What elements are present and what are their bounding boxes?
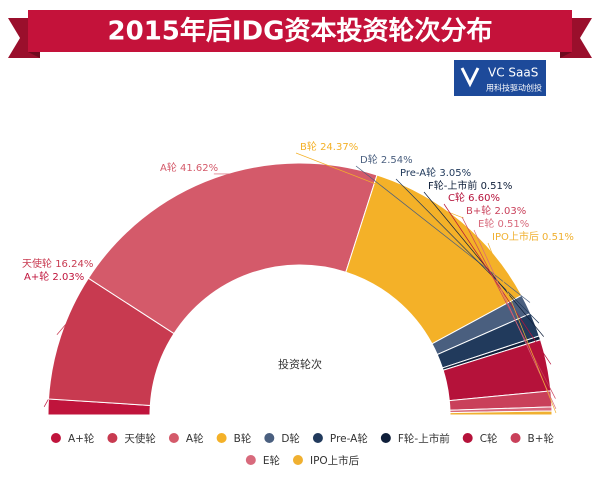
slice [87,162,378,335]
data-label: A+轮 2.03% [24,270,84,283]
data-label: D轮 2.54% [360,153,413,166]
data-label-category: B轮 [300,140,317,153]
legend-item: IPO上市后 [292,454,359,467]
leader-line [443,203,552,365]
data-label-value: 16.24% [55,259,93,270]
legend-item: B轮 [216,432,252,445]
data-label: B+轮 2.03% [466,204,526,217]
data-label-value: 2.03% [494,206,526,217]
leader-line [487,242,557,414]
legend-swatch [312,433,323,443]
data-label-category: 天使轮 [22,257,52,270]
legend-swatch [380,433,391,443]
legend-text: C轮 [480,432,498,445]
data-label-value: 41.62% [180,163,218,174]
data-label-category: C轮 [448,191,465,204]
data-label-value: 2.03% [52,272,84,283]
center-label: 投资轮次 [278,357,322,371]
legend-swatch [168,433,179,443]
data-label-category: A轮 [160,161,177,174]
logo-tagline: 用科技驱动创投 [486,83,542,93]
legend-text: A轮 [186,432,204,445]
data-label: C轮 6.60% [448,191,500,204]
chart-title: 2015年后IDG资本投资轮次分布 [108,16,493,47]
data-label: A轮 41.62% [160,161,218,174]
legend-item: E轮 [245,454,281,467]
data-label-category: D轮 [360,153,378,166]
slice [449,410,553,416]
data-label-category: A+轮 [24,270,49,283]
legend-swatch [264,433,275,443]
legend-text: 天使轮 [124,432,156,445]
data-label-category: IPO上市后 [492,230,539,243]
data-label: B轮 24.37% [300,140,358,153]
data-label-value: 0.51% [498,219,530,230]
legend-text: IPO上市后 [310,454,359,467]
legend-text: E轮 [263,454,281,467]
legend-item: A轮 [168,432,204,445]
logo: VC SaaS 用科技驱动创投 [454,60,546,96]
data-label-value: 3.05% [439,168,471,179]
data-label-value: 24.37% [320,142,358,153]
data-label-value: 6.60% [468,193,500,204]
logo-text: VC SaaS [488,66,538,80]
data-label: Pre-A轮 3.05% [400,166,471,179]
leader-line [355,165,531,303]
legend-text: A+轮 [68,432,95,445]
legend-item: Pre-A轮 [312,432,368,445]
data-label-category: Pre-A轮 [400,166,436,179]
legend-swatch [510,433,521,443]
data-label: IPO上市后 0.51% [492,230,574,243]
data-label: F轮-上市前 0.51% [428,179,512,192]
data-label-value: 2.54% [381,155,413,166]
legend-text: D轮 [281,432,300,445]
data-label-category: B+轮 [466,204,491,217]
leader-line [461,216,556,399]
legend-swatch [50,433,61,443]
data-label: 天使轮 16.24% [22,257,93,270]
legend-text: F轮-上市前 [398,432,450,445]
leader-line [395,178,540,324]
legend-swatch [462,433,473,443]
data-label-value: 0.51% [542,232,574,243]
legend-item: B+轮 [510,432,555,445]
legend-item: A+轮 [50,432,95,445]
data-label-value: 0.51% [481,181,513,192]
leader-line [295,152,464,219]
data-label-category: E轮 [478,217,494,230]
legend-item: C轮 [462,432,498,445]
legend-item: F轮-上市前 [380,432,450,445]
legend-swatch [245,455,256,465]
legend-swatch [216,433,227,443]
legend-text: B轮 [234,432,252,445]
data-label: E轮 0.51% [478,217,529,230]
title-banner [8,10,592,58]
legend-text: Pre-A轮 [330,432,368,445]
data-label-category: F轮-上市前 [428,179,477,192]
legend-swatch [107,433,118,443]
legend-item: D轮 [264,432,300,445]
legend-swatch [292,455,303,465]
legend-text: B+轮 [528,432,555,445]
legend-item: 天使轮 [107,432,156,445]
